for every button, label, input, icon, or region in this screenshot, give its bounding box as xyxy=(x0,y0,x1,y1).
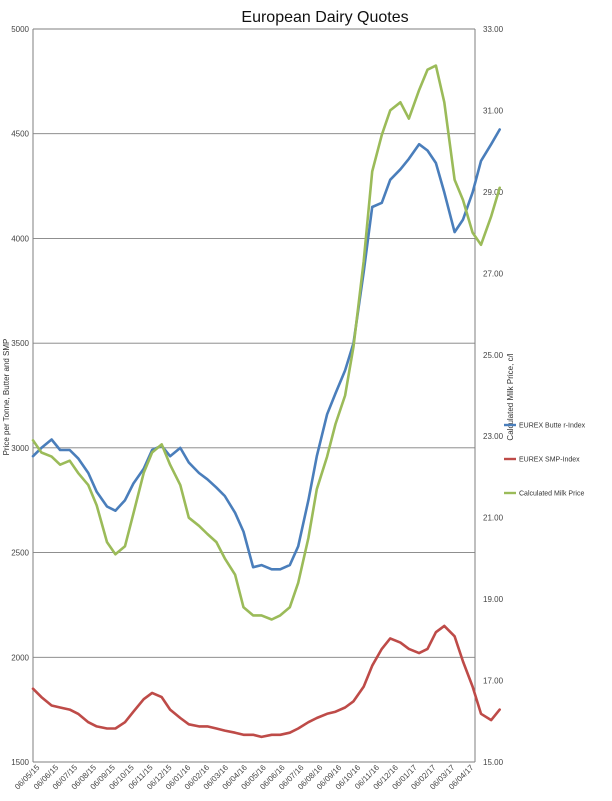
series-line-eurex-smp-index xyxy=(31,624,502,739)
legend-label: Calculated Milk Price xyxy=(519,491,584,498)
series-lines xyxy=(31,64,502,739)
left-tick-label: 4000 xyxy=(11,234,29,243)
legend: EUREX Butte r-Index EUREX SMP-Index Calcul… xyxy=(504,423,586,498)
left-tick-label: 3500 xyxy=(11,339,29,348)
gridlines xyxy=(33,28,475,763)
left-tick-label: 3000 xyxy=(11,444,29,453)
right-tick-label: 15.00 xyxy=(483,758,504,767)
right-tick-label: 27.00 xyxy=(483,269,504,278)
right-tick-label: 31.00 xyxy=(483,106,504,115)
left-tick-label: 2000 xyxy=(11,653,29,662)
right-tick-label: 23.00 xyxy=(483,432,504,441)
right-axis-title: Calculated Milk Price, c/l xyxy=(506,353,515,440)
chart-title: European Dairy Quotes xyxy=(241,9,408,26)
right-tick-label: 33.00 xyxy=(483,25,504,34)
right-tick-label: 21.00 xyxy=(483,514,504,523)
left-axis-title: Price per Tonne, Butter and SMP xyxy=(2,339,11,456)
left-tick-label: 5000 xyxy=(11,25,29,34)
legend-label: EUREX Butte r-Index xyxy=(519,423,586,430)
right-tick-label: 29.00 xyxy=(483,188,504,197)
series-line-eurex-butte-r-index xyxy=(31,128,502,571)
left-axis-ticks: 5000 4500 4000 3500 3000 2500 2000 1500 xyxy=(11,25,29,767)
x-axis-ticks: 06/05/1506/06/1506/07/1506/08/1506/09/15… xyxy=(13,763,476,792)
right-axis-ticks: 33.00 31.00 29.00 27.00 25.00 23.00 21.00 19.00… xyxy=(483,25,504,767)
legend-label: EUREX SMP-Index xyxy=(519,457,580,464)
left-tick-label: 4500 xyxy=(11,130,29,139)
left-tick-label: 1500 xyxy=(11,758,29,767)
axes xyxy=(32,29,476,762)
left-tick-label: 2500 xyxy=(11,549,29,558)
right-tick-label: 25.00 xyxy=(483,351,504,360)
right-tick-label: 17.00 xyxy=(483,677,504,686)
series-line-calculated-milk-price xyxy=(31,64,502,621)
right-tick-label: 19.00 xyxy=(483,595,504,604)
